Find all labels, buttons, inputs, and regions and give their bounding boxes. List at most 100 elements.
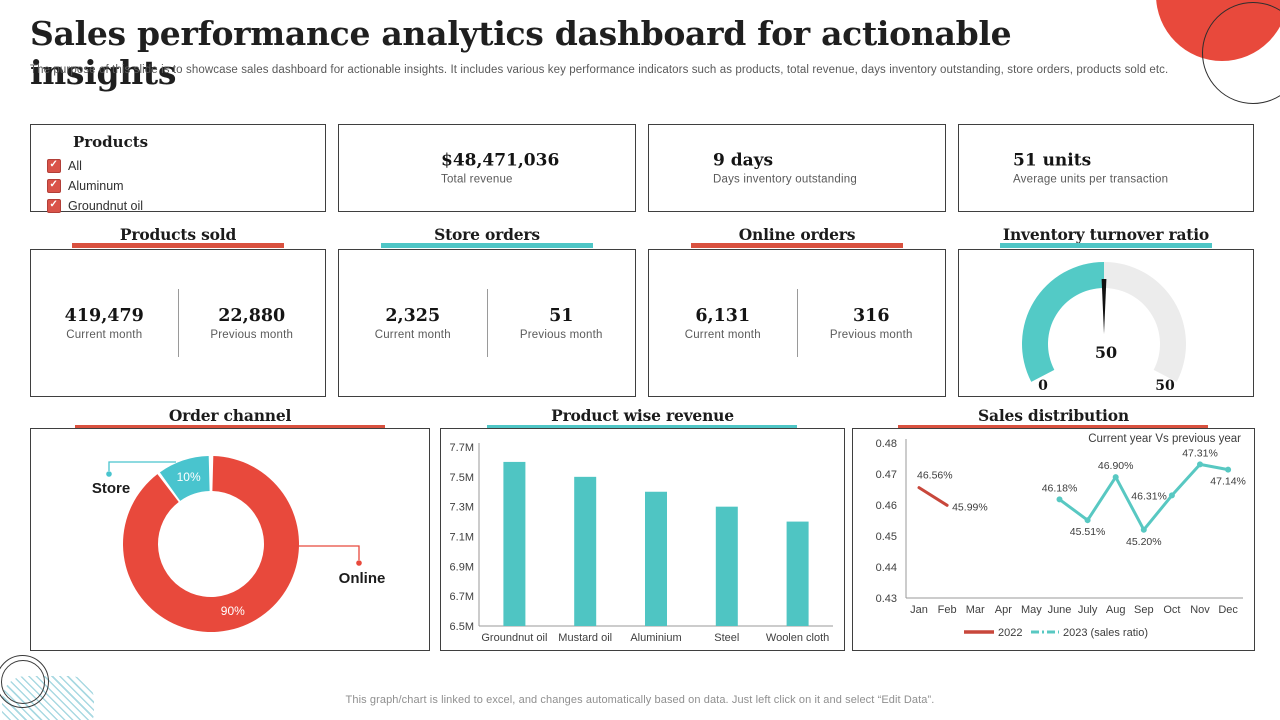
- kpi-label: Total revenue: [441, 173, 513, 186]
- filter-option-label: All: [68, 159, 82, 173]
- svg-text:June: June: [1048, 604, 1072, 616]
- sales-distribution-line-chart[interactable]: 0.43 0.44 0.45 0.46 0.47 0.48 Jan Feb Mar Apr May J…: [853, 429, 1254, 650]
- product-wise-revenue-header: Product wise revenue: [551, 406, 734, 425]
- svg-text:7.3M: 7.3M: [450, 502, 474, 514]
- svg-text:Sep: Sep: [1134, 604, 1154, 616]
- svg-text:Oct: Oct: [1163, 604, 1180, 616]
- kpi-value: $48,471,036: [441, 150, 560, 171]
- svg-text:Steel: Steel: [714, 632, 739, 644]
- svg-text:6.9M: 6.9M: [450, 561, 474, 573]
- online-orders-card: 6,131 Current month 316 Previous month: [648, 249, 946, 397]
- inventory-turnover-gauge-card: 50 0 50: [958, 249, 1254, 397]
- svg-text:Aluminium: Aluminium: [630, 632, 681, 644]
- svg-text:Aug: Aug: [1106, 604, 1126, 616]
- kpi-label: Average units per transaction: [1013, 173, 1169, 186]
- current-month-value: 6,131: [695, 305, 751, 326]
- previous-month-label: Previous month: [829, 328, 913, 341]
- kpi-days-inventory-card: 9 days Days inventory outstanding: [648, 124, 946, 212]
- decorative-circle-inner: [1, 660, 45, 704]
- inventory-turnover-accent-bar: [1000, 243, 1212, 248]
- svg-text:0.48: 0.48: [876, 438, 897, 450]
- svg-text:0.43: 0.43: [876, 593, 897, 605]
- svg-text:46.18%: 46.18%: [1042, 482, 1078, 494]
- svg-text:Mustard oil: Mustard oil: [558, 632, 612, 644]
- svg-text:46.31%: 46.31%: [1131, 490, 1167, 502]
- kpi-total-revenue-card: $48,471,036 Total revenue: [338, 124, 636, 212]
- inventory-turnover-gauge-chart[interactable]: 50 0 50: [959, 250, 1253, 396]
- checkbox-checked-icon[interactable]: [47, 159, 61, 173]
- svg-text:2023 (sales ratio): 2023 (sales ratio): [1063, 627, 1148, 639]
- decorative-circle-outer: [0, 655, 49, 708]
- products-filter-card: Products All Aluminum Groundnut oil: [30, 124, 326, 213]
- svg-text:50: 50: [1095, 343, 1117, 362]
- svg-text:6.5M: 6.5M: [450, 621, 474, 633]
- svg-text:Groundnut oil: Groundnut oil: [481, 632, 547, 644]
- svg-text:47.14%: 47.14%: [1210, 476, 1246, 488]
- filter-options: All Aluminum Groundnut oil: [47, 156, 143, 216]
- divider: [177, 289, 179, 357]
- svg-text:0.46: 0.46: [876, 500, 897, 512]
- page-subtitle: The purpose of this slide is to showcase…: [30, 64, 1169, 76]
- divider: [486, 289, 488, 357]
- previous-month-value: 51: [549, 305, 574, 326]
- inventory-turnover-header: Inventory turnover ratio: [1002, 225, 1210, 244]
- filter-option-label: Groundnut oil: [68, 199, 144, 213]
- previous-month-value: 22,880: [218, 305, 286, 326]
- order-channel-donut-chart[interactable]: 10% 90% Store Online: [31, 429, 429, 650]
- filter-option-all[interactable]: All: [47, 156, 143, 176]
- svg-text:0.45: 0.45: [876, 531, 897, 543]
- svg-text:46.56%: 46.56%: [917, 470, 953, 482]
- page-title: Sales performance analytics dashboard fo…: [30, 14, 1012, 92]
- svg-text:0.47: 0.47: [876, 469, 897, 481]
- products-sold-card: 419,479 Current month 22,880 Previous mo…: [30, 249, 326, 397]
- product-wise-revenue-accent-bar: [487, 425, 797, 430]
- kpi-value: 51 units: [1013, 150, 1092, 171]
- svg-text:Woolen cloth: Woolen cloth: [766, 632, 829, 644]
- checkbox-checked-icon[interactable]: [47, 199, 61, 213]
- current-month-value: 2,325: [385, 305, 441, 326]
- divider: [796, 289, 798, 357]
- sales-distribution-accent-bar: [898, 425, 1208, 430]
- svg-text:Apr: Apr: [995, 604, 1012, 616]
- svg-text:Online: Online: [339, 570, 386, 587]
- products-sold-accent-bar: [72, 243, 284, 248]
- previous-month-label: Previous month: [210, 328, 294, 341]
- order-channel-header: Order channel: [168, 406, 292, 425]
- store-orders-header: Store orders: [434, 225, 540, 244]
- order-channel-card: 10% 90% Store Online: [30, 428, 430, 651]
- product-wise-revenue-bar-chart[interactable]: 6.5M 6.7M 6.9M 7.1M 7.3M 7.5M 7.7M Groundnut oi…: [441, 429, 844, 650]
- svg-text:45.99%: 45.99%: [952, 501, 988, 513]
- filter-title: Products: [73, 133, 149, 151]
- current-month-label: Current month: [66, 328, 143, 341]
- svg-text:45.51%: 45.51%: [1070, 526, 1106, 538]
- checkbox-checked-icon[interactable]: [47, 179, 61, 193]
- svg-text:2022: 2022: [998, 627, 1022, 639]
- svg-text:0: 0: [1038, 378, 1048, 394]
- store-orders-card: 2,325 Current month 51 Previous month: [338, 249, 636, 397]
- order-channel-accent-bar: [75, 425, 385, 430]
- filter-option-groundnut-oil[interactable]: Groundnut oil: [47, 196, 143, 216]
- svg-text:10%: 10%: [177, 470, 201, 484]
- current-month-label: Current month: [684, 328, 761, 341]
- svg-text:90%: 90%: [221, 604, 245, 618]
- svg-text:47.31%: 47.31%: [1182, 447, 1218, 459]
- online-orders-header: Online orders: [738, 225, 856, 244]
- product-wise-revenue-card: 6.5M 6.7M 6.9M 7.1M 7.3M 7.5M 7.7M Groundnut oi…: [440, 428, 845, 651]
- svg-text:50: 50: [1155, 378, 1175, 394]
- sales-distribution-header: Sales distribution: [978, 406, 1129, 425]
- previous-month-label: Previous month: [519, 328, 603, 341]
- svg-text:6.7M: 6.7M: [450, 591, 474, 603]
- previous-month-value: 316: [852, 305, 890, 326]
- filter-option-aluminum[interactable]: Aluminum: [47, 176, 143, 196]
- svg-text:46.90%: 46.90%: [1098, 460, 1134, 472]
- svg-text:Feb: Feb: [938, 604, 957, 616]
- online-orders-accent-bar: [691, 243, 903, 248]
- svg-text:7.5M: 7.5M: [450, 472, 474, 484]
- svg-text:Mar: Mar: [966, 604, 985, 616]
- svg-text:0.44: 0.44: [876, 562, 897, 574]
- kpi-value: 9 days: [713, 150, 774, 171]
- sales-distribution-card: 0.43 0.44 0.45 0.46 0.47 0.48 Jan Feb Mar Apr May J…: [852, 428, 1255, 651]
- kpi-label: Days inventory outstanding: [713, 173, 857, 186]
- svg-text:May: May: [1021, 604, 1042, 616]
